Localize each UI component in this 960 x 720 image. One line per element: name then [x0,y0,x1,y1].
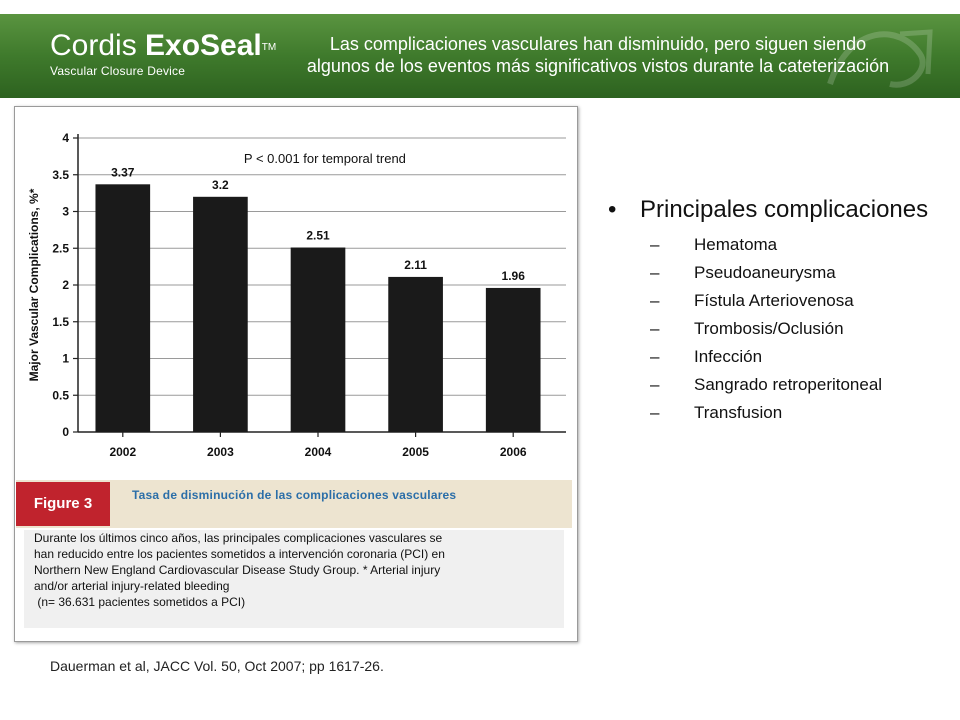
main-bullet: • Principales complicaciones [608,196,928,224]
complications-list: • Principales complicaciones – Hematoma – Ps… [608,196,928,430]
sub-bullet-item: – Fístula Arteriovenosa [608,290,928,318]
y-tick-label: 0.5 [52,388,69,402]
sub-bullet-item: – Pseudoaneurysma [608,262,928,290]
x-tick-label: 2004 [305,445,332,459]
header-panel [0,14,960,98]
logo-name-bold: ExoSeal [145,29,262,62]
sub-bullet-item: – Sangrado retroperitoneal [608,374,928,402]
figure-title: Tasa de disminución de las complicacione… [132,488,457,502]
dash-symbol: – [650,403,660,422]
sub-bullet-item: – Trombosis/Oclusión [608,318,928,346]
header-top-stripe [0,0,960,14]
x-tick-label: 2005 [402,445,429,459]
dash-symbol: – [650,375,660,394]
logo-trademark: TM [261,42,277,53]
bar-value-label: 3.37 [111,165,135,179]
caption-line: Northern New England Cardiovascular Dise… [34,563,441,577]
slide-title-line-2: algunos de los eventos más significativo… [306,56,890,76]
caption-line: and/or arterial injury-related bleeding [34,579,230,593]
sub-bullet-label: Pseudoaneurysma [694,263,836,282]
header-banner: Cordis ExoSealTM Vascular Closure Device… [0,0,960,98]
dash-symbol: – [650,291,660,310]
sub-bullet-label: Infección [694,347,763,366]
citation-reference: Dauerman et al, JACC Vol. 50, Oct 2007; … [50,658,384,674]
logo-name-light: Cordis [50,29,146,62]
y-tick-label: 1.5 [52,315,69,329]
sub-bullet-item: – Infección [608,346,928,374]
cordis-exoseal-logo: Cordis ExoSealTM Vascular Closure Device [50,29,277,79]
y-tick-label: 3.5 [52,168,69,182]
bullet-symbol: • [608,196,617,223]
sub-bullet-item: – Hematoma [608,234,928,262]
dash-symbol: – [650,319,660,338]
sub-bullet-label: Trombosis/Oclusión [694,319,844,338]
sub-bullet-item: – Transfusion [608,402,928,430]
x-tick-label: 2006 [500,445,527,459]
decorative-watermark-icon [827,29,933,88]
slide-title-line-1: Las complicaciones vasculares han dismin… [329,34,867,54]
bar-value-label: 1.96 [502,269,526,283]
caption-line: Durante los últimos cinco años, las prin… [34,531,443,545]
bar-value-label: 3.2 [212,178,229,192]
bar [193,196,248,432]
bar-value-label: 2.51 [306,229,330,243]
trend-annotation: P < 0.001 for temporal trend [244,151,406,166]
x-tick-label: 2003 [207,445,234,459]
figure-caption: Durante los últimos cinco años, las prin… [24,530,564,628]
bar [95,184,151,432]
bar [485,287,541,432]
sub-bullet-label: Fístula Arteriovenosa [694,291,854,310]
y-tick-label: 2.5 [52,241,69,255]
bar [388,276,443,432]
y-tick-label: 2 [62,278,69,292]
main-bullet-label: Principales complicaciones [640,196,929,223]
sub-bullet-label: Sangrado retroperitoneal [694,375,883,394]
y-tick-label: 1 [62,352,69,366]
dash-symbol: – [650,347,660,366]
y-axis-label: Major Vascular Complications, %* [27,188,41,381]
sub-bullet-label: Hematoma [694,235,778,254]
bar [290,247,346,432]
bar-chart: 0 0.5 1 1.5 2 2.5 3 3.5 4 Major Vascular Complica… [16,108,572,476]
y-tick-label: 3 [62,205,69,219]
slide-title: Las complicaciones vasculares han dismin… [248,33,948,77]
logo-subtitle: Vascular Closure Device [50,64,186,78]
dash-symbol: – [650,263,660,282]
caption-line: han reducido entre los pacientes sometid… [34,547,445,561]
y-tick-label: 0 [62,425,69,439]
bar-value-label: 2.11 [404,258,427,272]
x-tick-label: 2002 [109,445,136,459]
sub-bullet-list: – Hematoma – Pseudoaneurysma – Fístula Arteri… [608,234,928,430]
figure-badge: Figure 3 [16,482,110,526]
sub-bullet-label: Transfusion [694,403,783,422]
dash-symbol: – [650,235,660,254]
y-tick-label: 4 [62,131,69,145]
caption-line: (n= 36.631 pacientes sometidos a PCI) [34,595,246,609]
